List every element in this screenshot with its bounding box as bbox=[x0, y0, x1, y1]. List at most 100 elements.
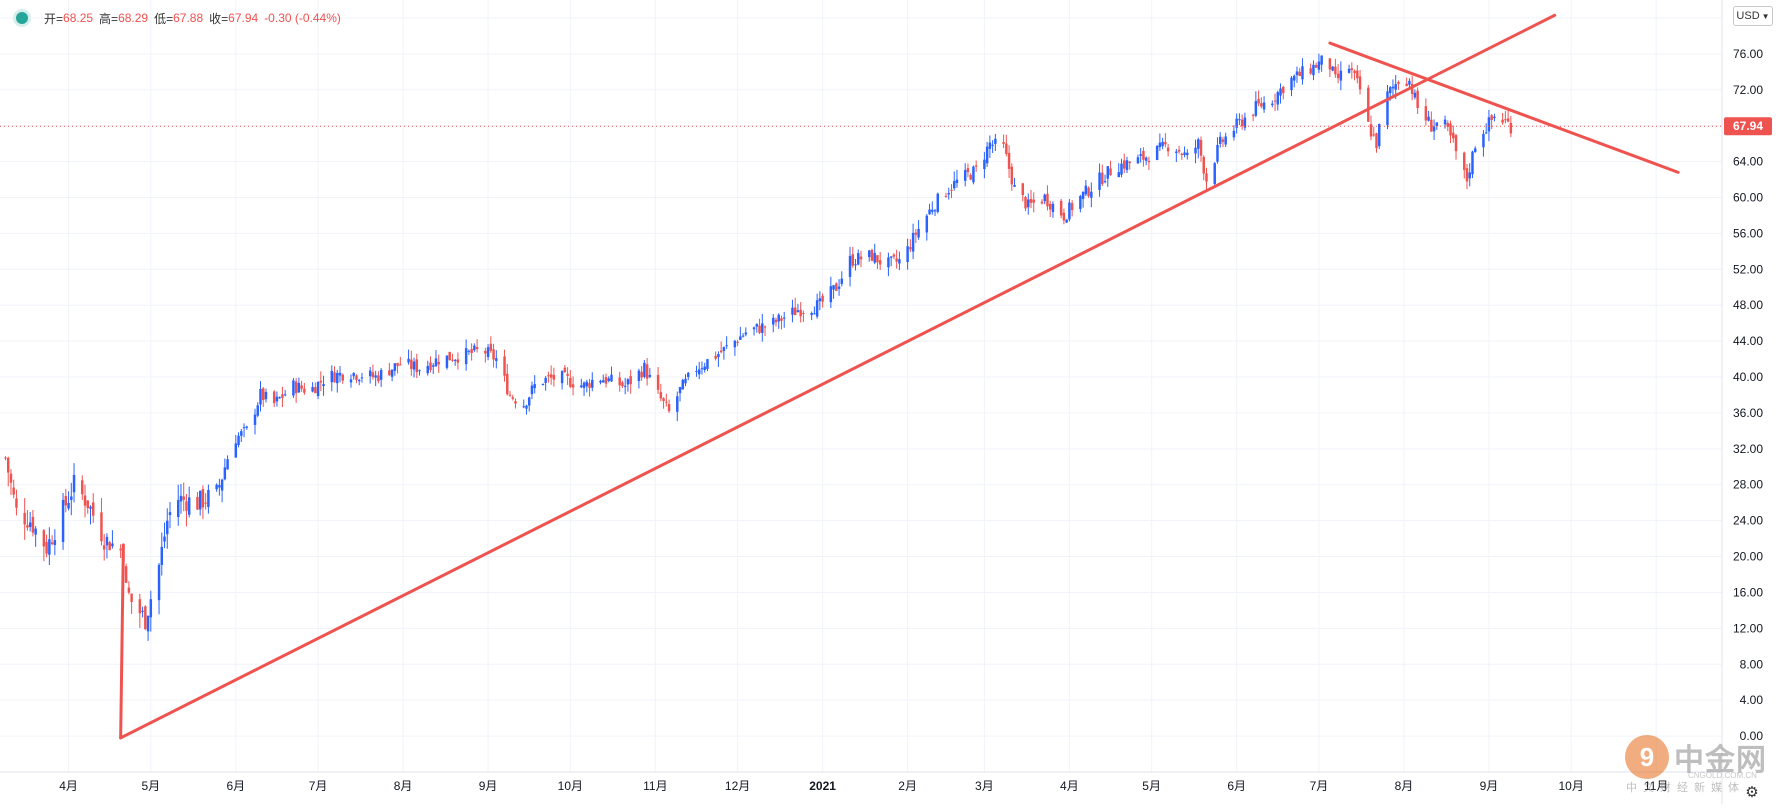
candle-body bbox=[1271, 103, 1274, 106]
candle-body bbox=[1301, 66, 1304, 80]
candle-body bbox=[245, 426, 249, 428]
time-axis-tick-label: 12月 bbox=[725, 779, 750, 793]
candle-body bbox=[988, 142, 992, 149]
candle-body bbox=[818, 298, 822, 302]
legend-low-value: 67.88 bbox=[173, 11, 204, 25]
legend-low-label: 低= bbox=[154, 11, 174, 26]
candle-body bbox=[1493, 116, 1496, 119]
candle-body bbox=[802, 312, 805, 314]
candle-body bbox=[1029, 198, 1033, 203]
time-axis-tick-label: 4月 bbox=[1060, 779, 1079, 793]
candle-body bbox=[434, 358, 438, 367]
candle-body bbox=[678, 387, 682, 394]
candle-body bbox=[527, 397, 531, 406]
currency-selector[interactable]: USD ▼ bbox=[1733, 6, 1773, 26]
legend-open-label: 开= bbox=[44, 11, 64, 26]
candle-body bbox=[1166, 147, 1170, 152]
candle-body bbox=[1367, 87, 1370, 122]
candle-body bbox=[739, 336, 742, 340]
time-axis-tick-label: 5月 bbox=[1142, 779, 1161, 793]
candle-body bbox=[876, 255, 879, 263]
candle-body bbox=[793, 307, 797, 316]
candle-body bbox=[1490, 115, 1493, 120]
candle-body bbox=[333, 372, 336, 383]
candle-body bbox=[629, 376, 632, 385]
candle-body bbox=[1106, 166, 1110, 179]
candle-body bbox=[791, 307, 794, 315]
candle-body bbox=[969, 174, 972, 180]
candle-body bbox=[105, 536, 109, 546]
candle-body bbox=[610, 374, 613, 382]
candle-body bbox=[163, 536, 166, 542]
candle-body bbox=[100, 512, 103, 542]
candle-body bbox=[451, 359, 454, 361]
candle-body bbox=[1309, 68, 1312, 74]
last-price-badge bbox=[1724, 117, 1772, 136]
candle-body bbox=[618, 377, 621, 386]
candle-body bbox=[569, 377, 572, 387]
candle-body bbox=[223, 467, 227, 480]
candle-body bbox=[637, 370, 641, 382]
candle-body bbox=[415, 359, 419, 373]
candle-body bbox=[994, 138, 997, 144]
candle-body bbox=[508, 394, 512, 396]
candle-body bbox=[1103, 181, 1107, 183]
candle-body bbox=[396, 362, 399, 366]
candle-body bbox=[338, 372, 342, 376]
grid-lines bbox=[0, 0, 1722, 772]
candle-body bbox=[665, 401, 668, 403]
watermark-logo-icon: 9 bbox=[1625, 735, 1669, 779]
candle-body bbox=[514, 401, 517, 404]
candle-body bbox=[774, 319, 778, 323]
candle-body bbox=[390, 369, 394, 377]
price-axis-tick-label: 20.00 bbox=[1733, 550, 1763, 564]
candle-body bbox=[1408, 80, 1411, 85]
candle-body bbox=[714, 355, 717, 359]
candle-body bbox=[303, 388, 306, 393]
candle-body bbox=[242, 427, 246, 429]
candle-body bbox=[207, 489, 210, 508]
candle-body bbox=[1347, 68, 1351, 73]
candle-body bbox=[602, 380, 605, 383]
candle-body bbox=[1452, 132, 1455, 139]
candle-body bbox=[119, 548, 122, 551]
candle-body bbox=[1024, 197, 1027, 209]
candle-body bbox=[34, 528, 37, 535]
candle-body bbox=[1084, 185, 1088, 195]
candle-body bbox=[1427, 116, 1430, 121]
candle-body bbox=[475, 347, 479, 350]
candle-body bbox=[1410, 83, 1414, 95]
time-axis-tick-label: 6月 bbox=[1227, 779, 1246, 793]
candle-body bbox=[607, 378, 610, 381]
price-axis-tick-label: 4.00 bbox=[1740, 693, 1764, 707]
candle-body bbox=[741, 335, 745, 337]
candle-body bbox=[1218, 136, 1222, 144]
candle-body bbox=[1358, 76, 1362, 90]
candle-body bbox=[667, 404, 671, 412]
watermark-brand: 中金网 bbox=[1674, 743, 1767, 778]
price-axis-tick-label: 52.00 bbox=[1733, 262, 1763, 276]
candle-body bbox=[1205, 173, 1208, 182]
candle-body bbox=[1416, 90, 1419, 109]
candle-body bbox=[1046, 193, 1049, 207]
candle-body bbox=[360, 377, 364, 379]
candle-body bbox=[388, 370, 391, 376]
candle-body bbox=[467, 350, 471, 352]
candle-body bbox=[582, 382, 586, 388]
candle-body bbox=[1317, 61, 1321, 70]
candle-body bbox=[1509, 122, 1513, 134]
candle-body bbox=[1048, 203, 1052, 210]
candle-body bbox=[621, 382, 624, 387]
price-axis-tick-label: 76.00 bbox=[1733, 47, 1763, 61]
candle-body bbox=[355, 375, 358, 380]
candle-body bbox=[48, 539, 51, 555]
candle-body bbox=[240, 431, 243, 436]
candle-body bbox=[264, 391, 268, 400]
candle-body bbox=[281, 394, 284, 399]
gear-icon[interactable]: ⚙ bbox=[1745, 784, 1758, 801]
candle-body bbox=[141, 610, 144, 612]
candle-body bbox=[1314, 65, 1318, 68]
candle-body bbox=[226, 459, 229, 470]
